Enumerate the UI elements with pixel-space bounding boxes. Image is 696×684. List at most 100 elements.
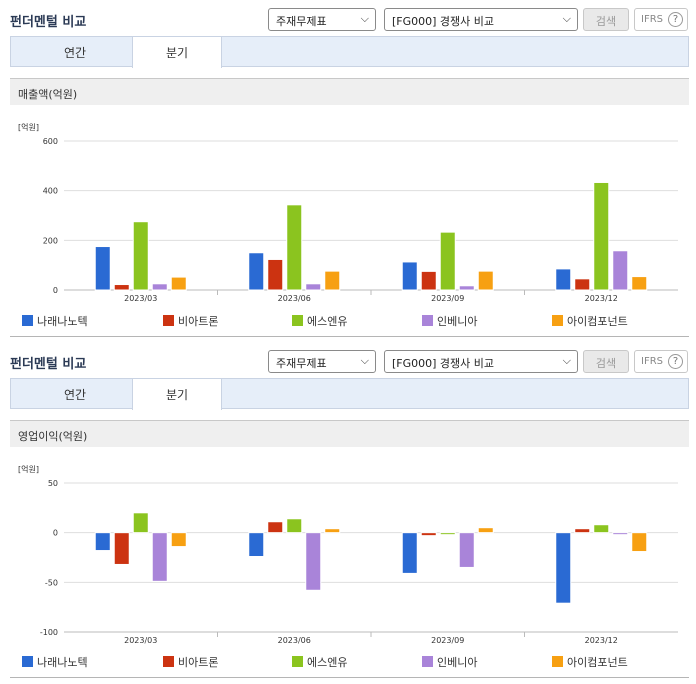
legend-item[interactable]: 에스엔유 bbox=[292, 654, 347, 670]
bar bbox=[324, 528, 341, 534]
x-tick-label: 2023/12 bbox=[585, 636, 618, 645]
revenue-chart-svg: [억원] 600 400 200 0 2023/03 2023/06 2023/09 2023/… bbox=[18, 122, 678, 303]
y-axis-unit-label: [억원] bbox=[18, 464, 39, 474]
legend-swatch bbox=[163, 656, 174, 667]
bar bbox=[612, 250, 629, 291]
revenue-chart: [억원] 600 400 200 0 2023/03 2023/06 2023/09 2023/… bbox=[10, 105, 689, 303]
bar bbox=[305, 532, 322, 591]
bar bbox=[248, 532, 265, 558]
tab-quarterly[interactable]: 분기 bbox=[132, 37, 222, 68]
bar bbox=[324, 270, 341, 291]
legend-swatch bbox=[292, 656, 303, 667]
bar bbox=[458, 285, 475, 291]
y-tick-label: 400 bbox=[43, 187, 58, 196]
bar bbox=[267, 258, 284, 291]
legend-label: 에스엔유 bbox=[307, 656, 348, 669]
comparison-group-select[interactable]: [FG000] 경쟁사 비교 ⌵ bbox=[384, 8, 578, 31]
bar bbox=[574, 528, 591, 534]
legend-item[interactable]: 아이컴포넌트 bbox=[552, 313, 628, 329]
help-icon: ? bbox=[668, 354, 683, 369]
bar bbox=[631, 532, 648, 553]
legend-item[interactable]: 나래나노텍 bbox=[22, 313, 88, 329]
x-tick-label: 2023/03 bbox=[124, 294, 157, 303]
bar bbox=[593, 181, 610, 291]
y-tick-label: 0 bbox=[53, 529, 58, 538]
bar bbox=[113, 284, 130, 291]
bar bbox=[631, 276, 648, 291]
chevron-down-icon: ⌵ bbox=[360, 354, 369, 367]
panel-title: 펀더멘털 비교 bbox=[10, 15, 87, 30]
legend-label: 에스엔유 bbox=[307, 315, 348, 328]
search-button[interactable]: 검색 bbox=[583, 8, 629, 31]
fundamental-panel-2: 펀더멘털 비교 주재무제표 ⌵ [FG000] 경쟁사 비교 ⌵ 검색 IFRS… bbox=[0, 342, 696, 645]
bar bbox=[170, 276, 187, 291]
tab-annual[interactable]: 연간 bbox=[63, 46, 87, 60]
legend-item[interactable]: 에스엔유 bbox=[292, 313, 347, 329]
bar bbox=[401, 532, 418, 574]
bar bbox=[132, 221, 149, 291]
legend-item[interactable]: 비아트론 bbox=[163, 313, 218, 329]
legend-2: 나래나노텍 비아트론 에스엔유 인베니아 아이컴포넌트 bbox=[22, 654, 682, 670]
bar bbox=[94, 532, 111, 552]
section-title: 매출액(억원) bbox=[10, 78, 689, 105]
search-button[interactable]: 검색 bbox=[583, 350, 629, 373]
help-icon: ? bbox=[668, 12, 683, 27]
y-axis-unit-label: [억원] bbox=[18, 122, 39, 132]
legend-item[interactable]: 아이컴포넌트 bbox=[552, 654, 628, 670]
operating-profit-chart: [억원] 50 0 -50 -100 2023/03 2023/06 2023/09 2023/… bbox=[10, 447, 689, 645]
legend-item[interactable]: 나래나노텍 bbox=[22, 654, 88, 670]
period-tabs: 연간 분기 bbox=[10, 36, 689, 68]
comparison-group-value: [FG000] 경쟁사 비교 bbox=[392, 357, 495, 370]
bar bbox=[286, 518, 303, 534]
legend-label: 나래나노텍 bbox=[37, 656, 88, 669]
bar bbox=[439, 532, 456, 536]
tab-annual[interactable]: 연간 bbox=[63, 388, 87, 402]
ifrs-label: IFRS bbox=[641, 356, 663, 367]
x-tick-label: 2023/06 bbox=[278, 636, 311, 645]
y-tick-label: 600 bbox=[43, 137, 58, 146]
bar bbox=[113, 532, 130, 565]
statement-type-select[interactable]: 주재무제표 ⌵ bbox=[268, 350, 376, 373]
ifrs-help-button[interactable]: IFRS ? bbox=[634, 350, 688, 373]
panel-header: 펀더멘털 비교 주재무제표 ⌵ [FG000] 경쟁사 비교 ⌵ 검색 IFRS… bbox=[0, 342, 696, 378]
divider bbox=[10, 336, 689, 337]
y-tick-label: 0 bbox=[53, 286, 58, 295]
x-tick-label: 2023/06 bbox=[278, 294, 311, 303]
legend-swatch bbox=[292, 315, 303, 326]
bar bbox=[439, 231, 456, 291]
panel-header: 펀더멘털 비교 주재무제표 ⌵ [FG000] 경쟁사 비교 ⌵ 검색 IFRS… bbox=[0, 0, 696, 36]
bar bbox=[267, 521, 284, 534]
bar bbox=[593, 524, 610, 534]
statement-type-value: 주재무제표 bbox=[276, 15, 327, 28]
chevron-down-icon: ⌵ bbox=[562, 12, 571, 25]
bar bbox=[151, 283, 168, 291]
bar bbox=[94, 246, 111, 291]
bar bbox=[612, 532, 629, 536]
tab-quarterly[interactable]: 분기 bbox=[132, 379, 222, 410]
bar bbox=[555, 532, 572, 604]
bar bbox=[170, 532, 187, 548]
legend-swatch bbox=[163, 315, 174, 326]
comparison-group-select[interactable]: [FG000] 경쟁사 비교 ⌵ bbox=[384, 350, 578, 373]
bar bbox=[248, 252, 265, 291]
chevron-down-icon: ⌵ bbox=[360, 12, 369, 25]
legend-swatch bbox=[22, 315, 33, 326]
bar bbox=[286, 204, 303, 291]
ifrs-help-button[interactable]: IFRS ? bbox=[634, 8, 688, 31]
fundamental-panel-1: 펀더멘털 비교 주재무제표 ⌵ [FG000] 경쟁사 비교 ⌵ 검색 IFRS… bbox=[0, 0, 696, 303]
legend-label: 인베니아 bbox=[437, 315, 478, 328]
bar bbox=[151, 532, 168, 582]
legend-swatch bbox=[422, 656, 433, 667]
bar bbox=[477, 527, 494, 534]
y-tick-label: -50 bbox=[45, 578, 58, 587]
y-tick-label: -100 bbox=[40, 628, 58, 637]
legend-item[interactable]: 인베니아 bbox=[422, 313, 477, 329]
legend-swatch bbox=[552, 315, 563, 326]
legend-item[interactable]: 비아트론 bbox=[163, 654, 218, 670]
statement-type-select[interactable]: 주재무제표 ⌵ bbox=[268, 8, 376, 31]
chevron-down-icon: ⌵ bbox=[562, 354, 571, 367]
bar bbox=[420, 532, 437, 537]
legend-item[interactable]: 인베니아 bbox=[422, 654, 477, 670]
y-tick-label: 50 bbox=[48, 479, 58, 488]
x-tick-label: 2023/12 bbox=[585, 294, 618, 303]
